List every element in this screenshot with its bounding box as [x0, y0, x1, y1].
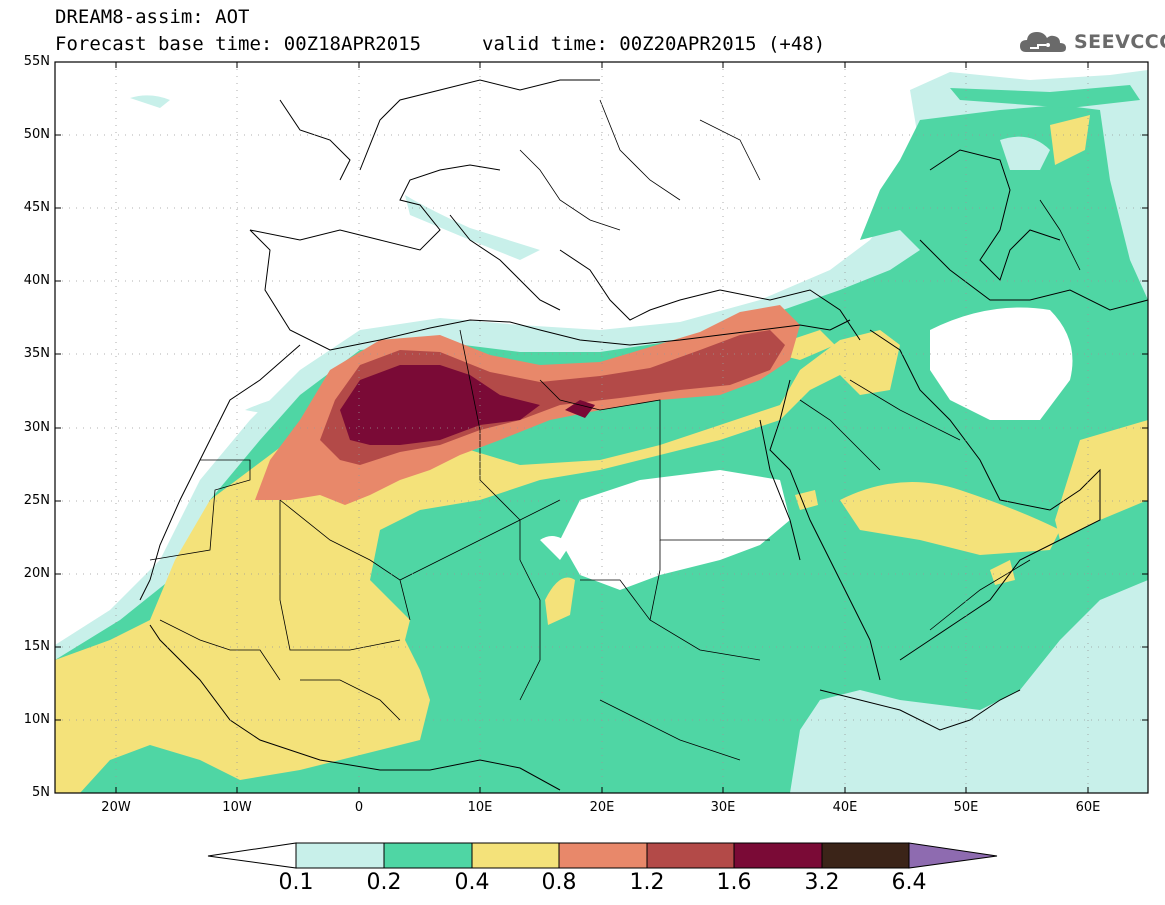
- valid-time: valid time: 00Z20APR2015 (+48): [482, 33, 826, 55]
- lon-label: 50E: [953, 800, 979, 815]
- lon-label: 10W: [222, 800, 252, 815]
- lon-label: 10E: [467, 800, 493, 815]
- lat-label: 45N: [23, 200, 50, 215]
- lat-label: 55N: [23, 54, 50, 69]
- lon-label: 30E: [710, 800, 736, 815]
- lat-label: 35N: [23, 346, 50, 361]
- colorbar-label: 1.2: [629, 870, 665, 895]
- cloud-icon: [1020, 32, 1066, 52]
- lat-label: 5N: [32, 785, 50, 800]
- coastlines: [139, 79, 1148, 791]
- colorbar-swatch: [646, 842, 735, 869]
- colorbar-swatch: [558, 842, 648, 869]
- colorbar-label: 0.8: [541, 870, 577, 895]
- colorbar-label: 0.2: [366, 870, 402, 895]
- lon-label: 40E: [832, 800, 858, 815]
- lat-label: 20N: [23, 566, 50, 581]
- colorbar-label: 6.4: [891, 870, 927, 895]
- aot-layer-0-4: [55, 115, 1148, 793]
- lat-label: 10N: [23, 712, 50, 727]
- colorbar-swatch: [383, 842, 473, 869]
- aot-layer-1-6: [340, 365, 595, 445]
- colorbar-swatch: [471, 842, 560, 869]
- colorbar-label: 0.1: [278, 870, 314, 895]
- map-title: DREAM8-assim: AOT: [55, 6, 250, 28]
- lat-label: 25N: [23, 493, 50, 508]
- logo-text: SEEVCCC: [1074, 31, 1165, 53]
- colorbar-right-arrow: [908, 842, 998, 869]
- colorbar-swatch: [821, 842, 910, 869]
- lat-label: 30N: [23, 420, 50, 435]
- colorbar-swatch: [733, 842, 823, 869]
- lon-label: 20E: [589, 800, 615, 815]
- colorbar-label: 1.6: [716, 870, 752, 895]
- lat-label: 15N: [23, 639, 50, 654]
- lon-label: 20W: [101, 800, 131, 815]
- borders: [149, 99, 1081, 761]
- colorbar: [207, 842, 998, 869]
- colorbar-swatch: [295, 842, 385, 869]
- lon-label: 60E: [1075, 800, 1101, 815]
- colorbar-left-arrow: [207, 842, 297, 869]
- seevccc-logo: SEEVCCC: [1018, 28, 1165, 56]
- grid-lines: [55, 62, 1148, 793]
- forecast-base-time: Forecast base time: 00Z18APR2015: [55, 33, 422, 55]
- axis-ticks: [55, 61, 1148, 793]
- lon-label: 0: [354, 800, 364, 815]
- lat-label: 50N: [23, 127, 50, 142]
- lat-label: 40N: [23, 273, 50, 288]
- colorbar-label: 0.4: [454, 870, 490, 895]
- colorbar-label: 3.2: [804, 870, 840, 895]
